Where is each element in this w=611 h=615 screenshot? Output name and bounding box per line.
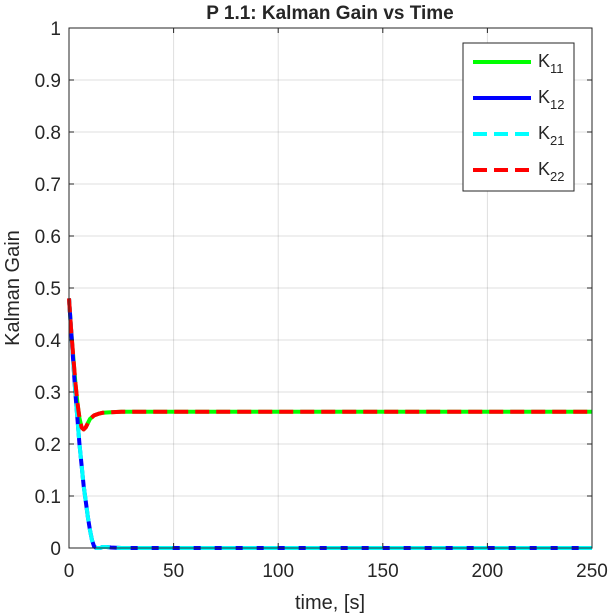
- y-tick-label: 0.5: [35, 279, 61, 300]
- x-tick-label: 100: [262, 561, 294, 582]
- y-axis-label: Kalman Gain: [2, 230, 24, 346]
- y-tick-label: 0.9: [35, 71, 61, 92]
- legend-entry-k21: K21: [538, 123, 564, 148]
- chart-title: P 1.1: Kalman Gain vs Time: [206, 3, 453, 24]
- legend-entry-k11: K11: [538, 51, 564, 76]
- legend-label-base: K: [538, 159, 550, 179]
- legend-label-subscript: 21: [550, 133, 564, 148]
- legend-label-base: K: [538, 123, 550, 143]
- x-tick-label: 0: [64, 561, 75, 582]
- series-line-k22: [67, 298, 592, 432]
- legend-label-base: K: [538, 51, 550, 71]
- legend-label-base: K: [538, 87, 550, 107]
- legend-box: [462, 42, 575, 192]
- tick-marks: [68, 27, 593, 549]
- legend-label-subscript: 11: [550, 61, 564, 76]
- y-tick-label: 0: [50, 539, 61, 560]
- y-tick-label: 0.6: [35, 227, 61, 248]
- grid-lines: [69, 28, 592, 548]
- x-tick-label: 250: [576, 561, 608, 582]
- y-tick-label: 0.3: [35, 383, 61, 404]
- y-tick-label: 0.8: [35, 123, 61, 144]
- y-tick-label: 0.1: [35, 487, 61, 508]
- y-tick-label: 1: [50, 19, 61, 40]
- x-tick-labels: 0 50 100 150 200 250: [64, 561, 608, 582]
- y-tick-labels: 0 0.1 0.2 0.3 0.4 0.5 0.6 0.7 0.8 0.9 1: [35, 19, 62, 560]
- legend-label-subscript: 22: [550, 169, 564, 184]
- legend-entry-k22: K22: [538, 159, 564, 184]
- y-tick-label: 0.7: [35, 175, 61, 196]
- x-tick-label: 50: [163, 561, 184, 582]
- legend-label-subscript: 12: [550, 97, 564, 112]
- legend-entry-k12: K12: [538, 87, 564, 112]
- x-tick-label: 200: [472, 561, 504, 582]
- y-tick-label: 0.4: [35, 331, 62, 352]
- x-tick-label: 150: [367, 561, 399, 582]
- y-tick-label: 0.2: [35, 435, 61, 456]
- x-axis-label: time, [s]: [295, 592, 365, 614]
